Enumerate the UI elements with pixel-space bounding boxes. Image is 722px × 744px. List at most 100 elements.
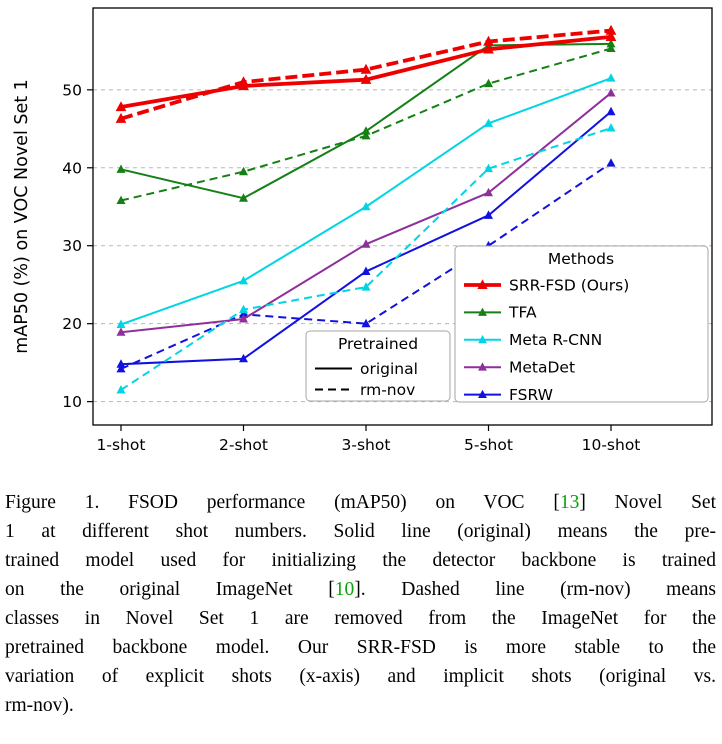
plot-border [92,7,713,426]
caption-text: ]. Dashed line (rm-nov) means [354,579,716,600]
legend-entry-label: TFA [508,304,537,322]
marker-triangle-icon [238,309,249,318]
y-tick-label: 10 [62,393,82,411]
caption-line: pretrained backbone model. Our SRR-FSD i… [5,633,716,662]
y-tick-label: 50 [62,81,82,99]
marker-triangle-icon [483,35,494,46]
caption-line: 1 at different shot numbers. Solid line … [5,517,716,546]
marker-triangle-icon [606,73,616,82]
marker-triangle-icon [360,63,372,74]
legend-methods-box [454,245,709,403]
series-markers-SRR-FSD (Ours)-original [115,31,617,112]
legend-marker-icon [478,362,487,371]
series-markers-FSRW-original [116,106,616,368]
marker-triangle-icon [606,88,616,97]
marker-triangle-icon [115,101,127,112]
series-markers-MetaDet-original [116,88,616,336]
series-markers-TFA-original [116,38,616,202]
marker-triangle-icon [238,80,249,91]
series-markers-Meta R-CNN-original [116,73,616,328]
marker-triangle-icon [116,195,126,205]
caption-line: variation of explicit shots (x-axis) and… [5,662,716,691]
caption-line: on the original ImageNet [10]. Dashed li… [5,575,716,604]
marker-triangle-icon [606,158,616,167]
marker-triangle-icon [361,126,371,135]
caption-text: on the original ImageNet [ [5,579,335,600]
marker-triangle-icon [361,201,371,211]
caption-line: trained model used for initializing the … [5,546,716,575]
y-tick-label: 30 [62,237,82,255]
marker-triangle-icon [238,275,249,285]
marker-triangle-icon [361,266,371,275]
x-tick-label: 3-shot [342,436,391,454]
marker-triangle-icon [116,359,126,368]
marker-triangle-icon [483,187,494,197]
marker-triangle-icon [238,314,249,323]
marker-triangle-icon [605,24,617,35]
marker-triangle-icon [605,31,617,42]
legend-methods-title: Methods [548,250,614,268]
legend-entry-label: MetaDet [509,359,575,377]
caption-text: Figure 1. FSOD performance (mAP50) on VO… [5,492,560,513]
x-tick-label: 1-shot [97,436,146,454]
series-line-Meta R-CNN-rm-nov [120,127,612,391]
caption-text: variation of explicit shots (x-axis) and… [5,666,716,687]
y-axis-label: mAP50 (%) on VOC Novel Set 1 [12,79,32,354]
figure-1: 10 20 30 40 50 1-shot 2-shot 3-shot 5-shot 10-sho… [0,7,722,720]
x-tick-label: 2-shot [219,436,268,454]
x-tick-label: 10-shot [582,436,641,454]
citation-10[interactable]: 10 [334,579,355,600]
marker-triangle-icon [238,166,249,176]
marker-triangle-icon [238,353,249,363]
y-tick-label: 40 [62,159,82,177]
legend-methods: Methods SRR-FSD (Ours) TFA Meta R-CNN MetaDe… [454,245,709,404]
marker-triangle-icon [361,318,371,328]
legend-marker-icon [477,279,488,290]
marker-triangle-icon [606,123,616,132]
legend-entry-label: rm-nov [360,381,415,399]
caption-line: classes in Novel Set 1 are removed from … [5,604,716,633]
marker-triangle-icon [483,43,494,54]
marker-triangle-icon [116,385,126,394]
legend-pretrained-box [305,330,451,402]
legend-marker-icon [478,335,487,344]
caption-text: ] Novel Set [579,492,716,513]
y-tick-label: 20 [62,315,82,333]
marker-triangle-icon [116,363,126,373]
marker-triangle-icon [116,327,126,336]
caption-line: rm-nov). [5,691,716,720]
caption-text: rm-nov). [5,695,74,716]
figure-caption: Figure 1. FSOD performance (mAP50) on VO… [0,488,722,720]
caption-line: Figure 1. FSOD performance (mAP50) on VO… [5,488,716,517]
marker-triangle-icon [606,43,616,53]
caption-text: pretrained backbone model. Our SRR-FSD i… [5,637,716,658]
series-markers-TFA-rm-nov [116,43,616,205]
marker-triangle-icon [606,106,616,116]
caption-text: trained model used for initializing the … [5,550,716,571]
legend-entry-label: original [360,360,418,378]
marker-triangle-icon [116,164,126,173]
marker-triangle-icon [483,163,494,173]
marker-triangle-icon [606,38,616,48]
marker-triangle-icon [116,319,126,328]
marker-triangle-icon [115,112,127,123]
legend-pretrained-title: Pretrained [338,335,418,353]
legend-marker-icon [478,307,487,316]
series-markers-SRR-FSD (Ours)-rm-nov [115,24,617,123]
marker-triangle-icon [483,210,494,219]
marker-triangle-icon [238,304,249,314]
caption-text: 1 at different shot numbers. Solid line … [5,521,716,542]
legend-marker-icon [478,389,487,399]
marker-triangle-icon [360,73,372,84]
citation-13[interactable]: 13 [559,492,580,513]
marker-triangle-icon [483,118,494,127]
caption-text: classes in Novel Set 1 are removed from … [5,608,716,629]
x-tick-label: 5-shot [464,436,513,454]
line-chart: 10 20 30 40 50 1-shot 2-shot 3-shot 5-shot 10-sho… [12,7,713,454]
legend-pretrained: Pretrained original rm-nov [305,330,451,402]
marker-triangle-icon [483,78,494,88]
marker-triangle-icon [361,239,371,248]
legend-entry-label: SRR-FSD (Ours) [509,276,629,294]
marker-triangle-icon [361,130,371,140]
series-markers-Meta R-CNN-rm-nov [116,123,616,394]
